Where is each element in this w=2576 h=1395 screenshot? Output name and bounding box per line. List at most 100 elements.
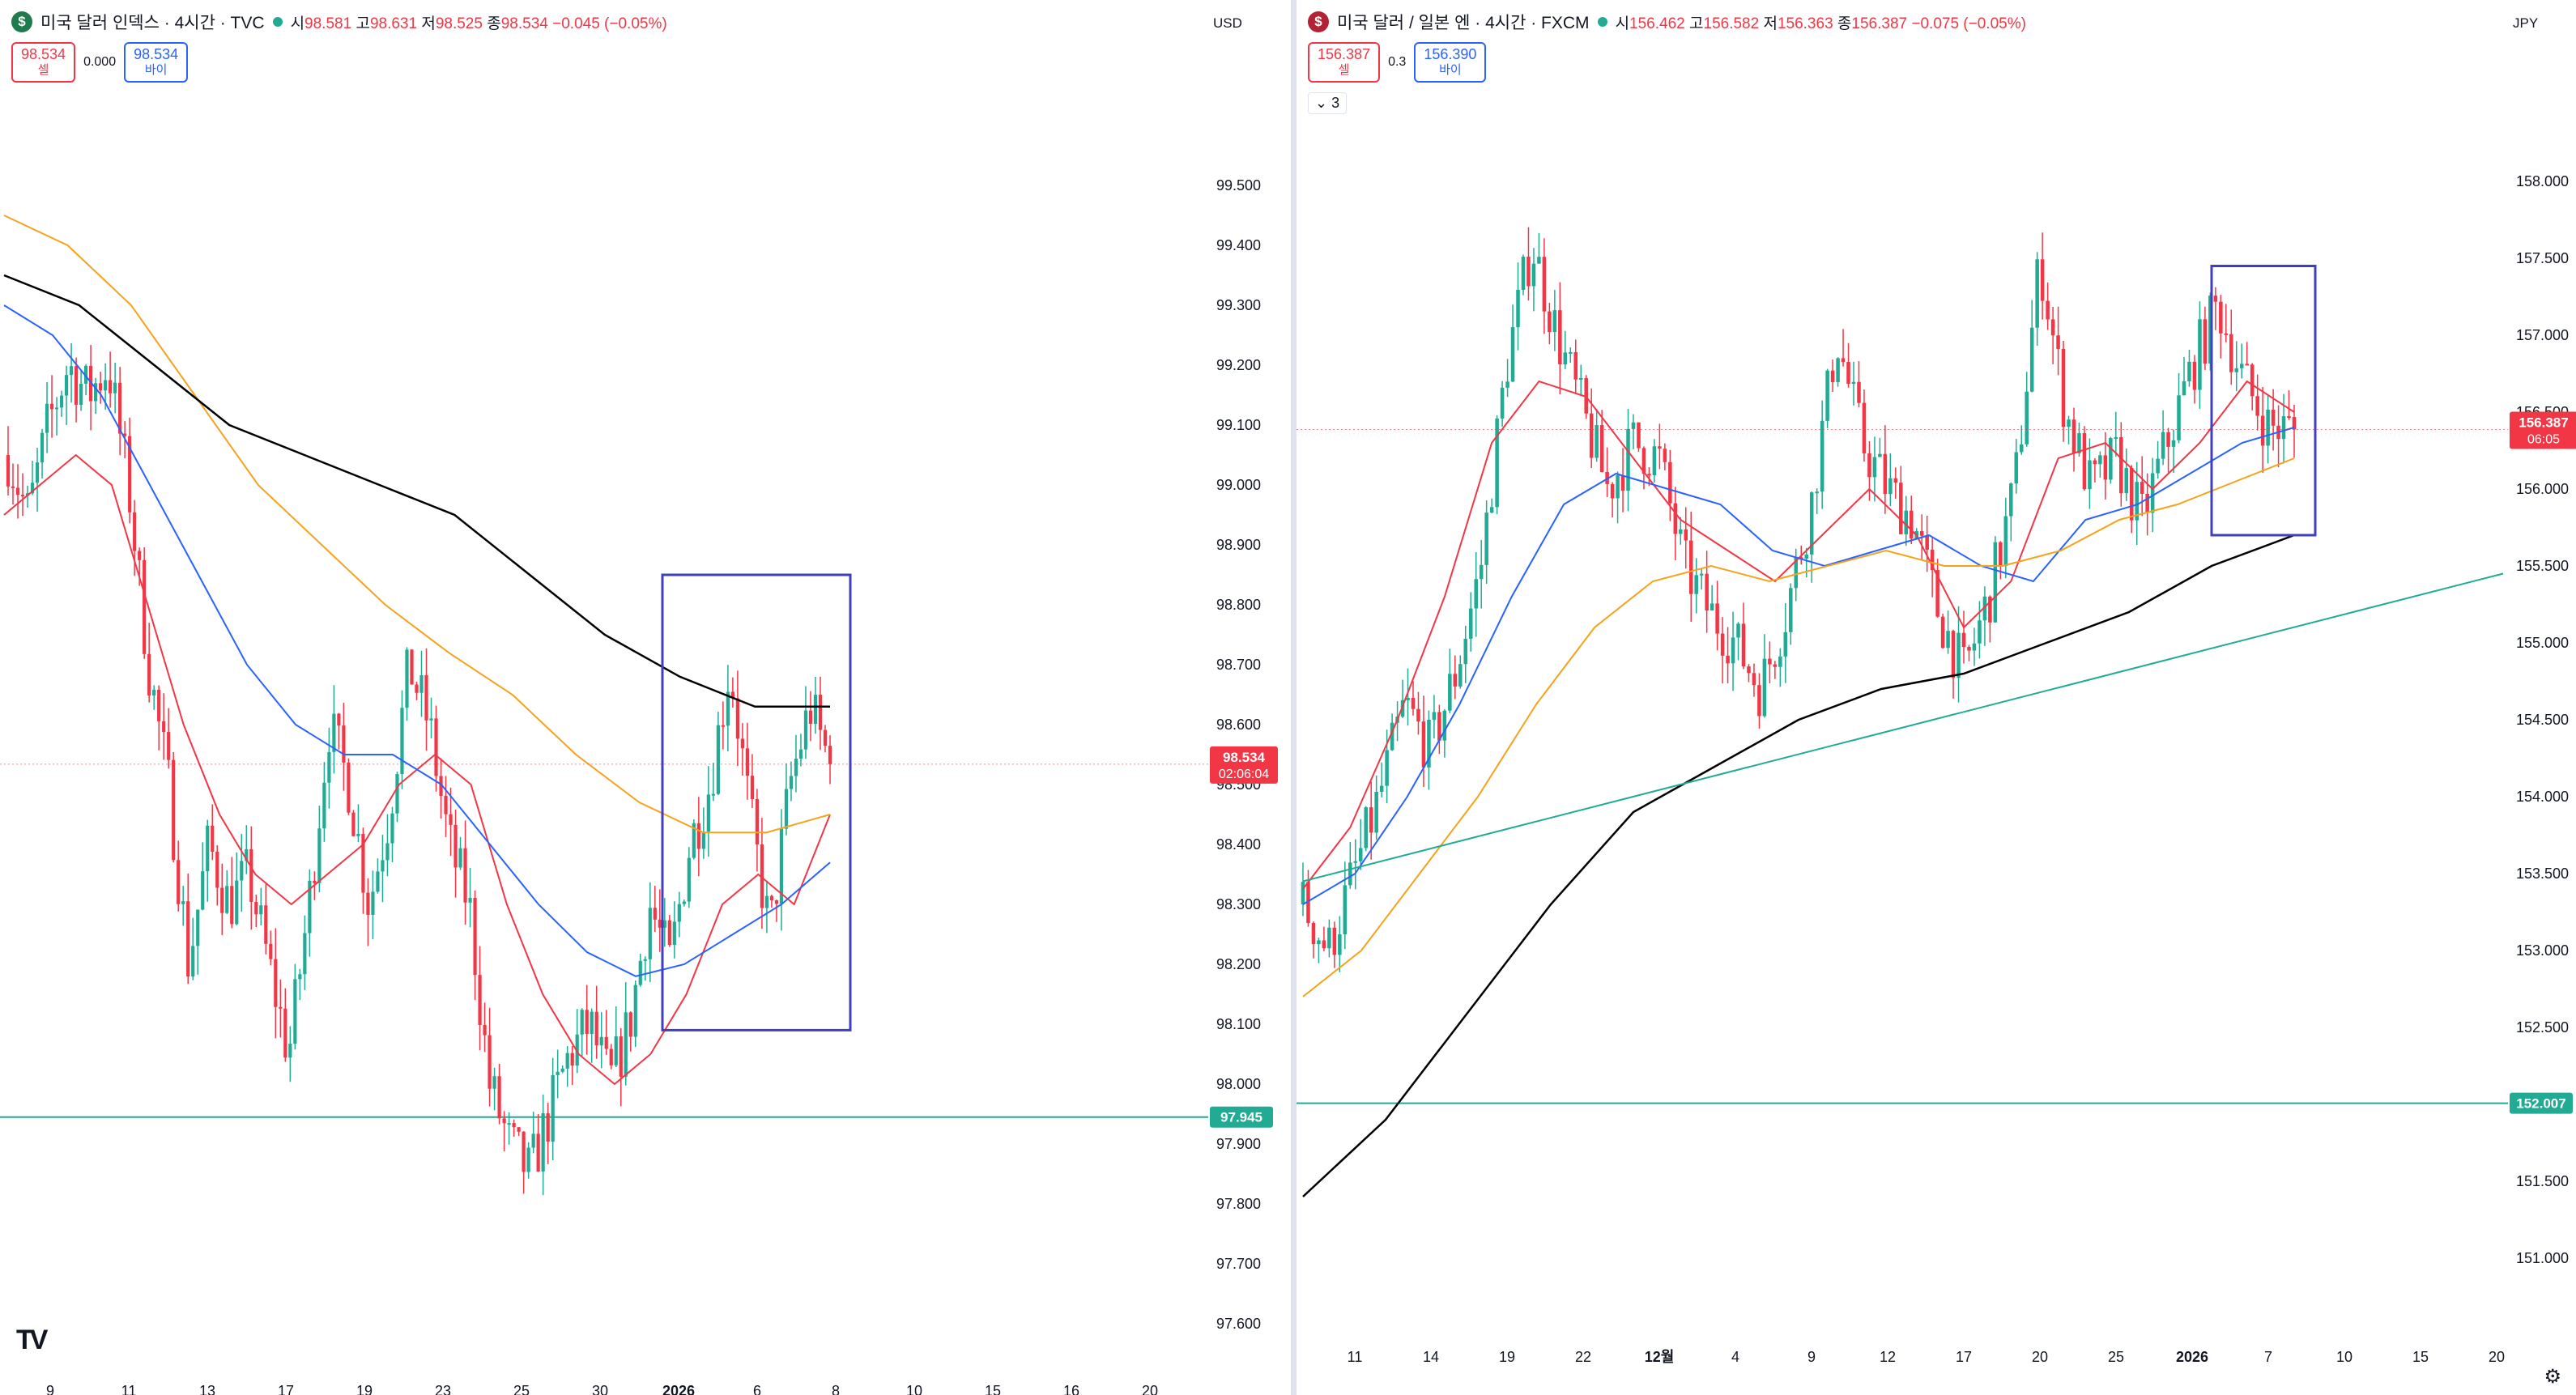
candle-body <box>556 1071 560 1075</box>
candle-body <box>2061 348 2066 427</box>
candle-body <box>2145 493 2149 513</box>
last-price-tag: 156.387 06:05 <box>2510 411 2576 449</box>
candle-body <box>774 900 779 904</box>
left-buy-button[interactable]: 98.534 바이 <box>124 42 189 83</box>
candle-body <box>147 653 151 696</box>
time-tick-label: 12 <box>1880 1349 1896 1365</box>
candle-body <box>473 898 477 976</box>
candle-body <box>1411 697 1416 709</box>
candle-body <box>1978 620 1982 644</box>
candle-body <box>2224 333 2229 335</box>
price-tick-label: 98.300 <box>1216 896 1261 912</box>
candle-body <box>264 905 268 944</box>
candle-body <box>215 851 219 888</box>
candle-body <box>517 1127 521 1132</box>
candle-body <box>721 725 725 727</box>
candle-body <box>638 960 642 985</box>
time-tick-label: 23 <box>435 1383 451 1395</box>
time-tick-label: 19 <box>1499 1349 1515 1365</box>
candle-body <box>322 782 326 829</box>
candle-body <box>1311 923 1316 945</box>
ma-slow-line <box>1302 457 2295 997</box>
candle-body <box>1358 848 1363 861</box>
gear-icon[interactable]: ⚙ <box>2544 1366 2561 1388</box>
candle-body <box>1741 623 1746 667</box>
candle-body <box>2098 455 2102 465</box>
candle-body <box>653 908 657 920</box>
left-symbol-title[interactable]: 미국 달러 인덱스 · 4시간 · TVC <box>40 14 265 32</box>
candle-body <box>2071 419 2076 453</box>
candle-body <box>1883 453 1888 495</box>
candle-body <box>2171 440 2176 447</box>
right-chart-pane[interactable]: JPY158.000157.500157.000156.500156.00015… <box>1297 0 2576 1395</box>
candle-body <box>1306 882 1310 924</box>
candle-body <box>735 698 739 739</box>
price-tick-label: 97.700 <box>1216 1256 1261 1272</box>
candle-body <box>2014 452 2019 484</box>
last-price-tag: 98.534 02:06:04 <box>1210 746 1278 784</box>
candle-body <box>2292 417 2297 430</box>
candle-body <box>181 901 185 904</box>
candle-body <box>1878 453 1882 457</box>
candle-body <box>152 689 156 696</box>
candle-body <box>88 365 93 402</box>
candle-body <box>648 908 652 959</box>
candle-body <box>1637 422 1641 449</box>
candle-body <box>546 1112 550 1142</box>
indicator-collapse-button[interactable]: ⌄ 3 <box>1308 92 1348 114</box>
candle-body <box>308 880 312 934</box>
candle-body <box>1484 512 1488 565</box>
right-ohlc: 시156.462 고156.582 저156.363 종156.387 −0.0… <box>1615 15 2026 32</box>
candle-body <box>337 713 341 726</box>
price-tick-label: 97.800 <box>1216 1196 1261 1212</box>
candle-body <box>1909 510 1914 539</box>
candle-body <box>444 795 448 814</box>
candle-body <box>1731 637 1735 664</box>
candle-body <box>303 933 307 975</box>
candle-body <box>1379 785 1384 792</box>
candle-body <box>1421 721 1426 768</box>
candle-body <box>2140 482 2144 494</box>
candle-body <box>463 848 467 903</box>
candle-body <box>1684 529 1688 541</box>
candle-body <box>2150 473 2155 513</box>
candle-body <box>356 834 360 836</box>
left-chart-pane[interactable]: USD 99.500 99.400 99.300 99.200 99.100 99.000 9… <box>0 0 1291 1395</box>
candle-body <box>1673 503 1678 534</box>
candle-body <box>1794 557 1799 589</box>
candle-body <box>628 1012 632 1037</box>
time-axis: 9 11 13 17 19 23 25 30 2026 6 8 10 15 16 20 <box>46 1383 1158 1395</box>
tradingview-logo[interactable]: TV <box>16 1325 49 1355</box>
candle-body <box>779 828 784 904</box>
time-tick-label: 22 <box>1575 1349 1591 1365</box>
candle-body <box>2287 416 2291 419</box>
candle-body <box>1589 413 1594 458</box>
right-sell-button[interactable]: 156.387 셀 <box>1308 42 1381 83</box>
candle-body <box>1846 362 1850 385</box>
pane-divider[interactable] <box>1291 0 1297 1395</box>
right-chart-canvas[interactable]: JPY158.000157.500157.000156.500156.00015… <box>1297 0 2576 1395</box>
candle-body <box>492 1076 496 1089</box>
right-buy-button[interactable]: 156.390 바이 <box>1414 42 1487 83</box>
candle-body <box>1338 934 1342 955</box>
candle-body <box>1988 596 1992 623</box>
ma-long-line <box>3 274 830 708</box>
candle-body <box>283 1008 287 1058</box>
right-spread: 0.3 <box>1388 55 1407 69</box>
candle-body <box>570 1053 574 1066</box>
candle-body <box>1631 422 1636 429</box>
candle-body <box>1427 719 1431 768</box>
left-chart-canvas[interactable]: USD 99.500 99.400 99.300 99.200 99.100 99.000 9… <box>0 0 1291 1395</box>
candle-body <box>1573 351 1578 380</box>
left-sell-button[interactable]: 98.534 셀 <box>11 42 76 83</box>
time-tick-label: 17 <box>278 1383 294 1395</box>
right-symbol-title[interactable]: 미국 달러 / 일본 엔 · 4시간 · FXCM <box>1337 14 1590 32</box>
candle-body <box>1317 940 1321 945</box>
candle-body <box>502 1118 506 1124</box>
candle-body <box>64 375 69 396</box>
candle-body <box>385 843 390 861</box>
candle-body <box>1999 542 2003 566</box>
candle-body <box>1778 656 1782 667</box>
candle-body <box>405 649 409 708</box>
candle-body <box>390 813 394 844</box>
